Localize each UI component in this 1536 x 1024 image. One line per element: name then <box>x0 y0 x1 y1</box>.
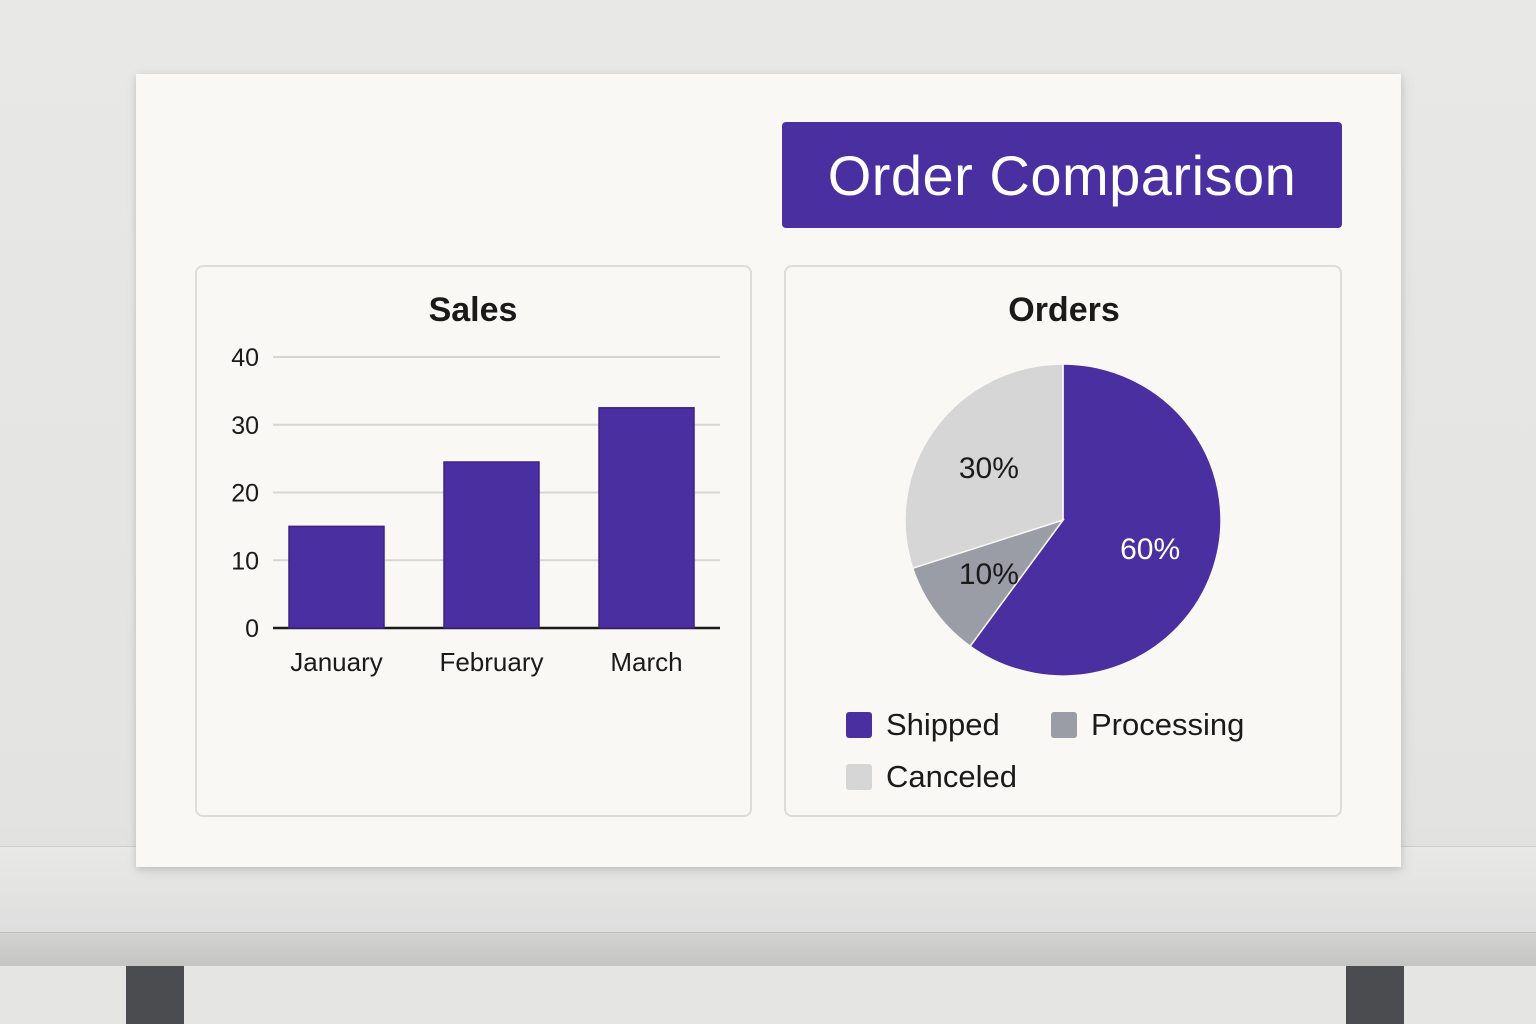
pie-label-shipped: 60% <box>1120 533 1180 566</box>
sales-x-axis: January February March <box>290 647 682 677</box>
title-banner: Order Comparison <box>782 122 1342 228</box>
legend-item-canceled: Canceled <box>846 759 1051 795</box>
y-tick-label: 20 <box>231 480 259 508</box>
orders-legend: Shipped Processing Canceled <box>846 707 1266 795</box>
legend-label-shipped: Shipped <box>886 707 1000 742</box>
y-tick-label: 30 <box>231 412 259 440</box>
bar-february <box>443 461 540 629</box>
pie-slice-canceled <box>904 363 1064 570</box>
shelf-leg-right <box>1346 966 1404 1024</box>
page-title: Order Comparison <box>827 143 1297 207</box>
sales-chart-title: Sales <box>429 291 518 329</box>
orders-pie-labels: 60% 10% 30% <box>959 452 1180 591</box>
x-tick-label: March <box>610 647 682 677</box>
pie-slice-shipped <box>969 363 1222 677</box>
pie-label-canceled: 30% <box>959 452 1019 485</box>
y-tick-label: 10 <box>231 547 259 575</box>
legend-swatch-canceled <box>846 764 872 790</box>
bar-january <box>288 525 385 629</box>
orders-chart-panel: Orders 60% 10% 30% Shipped Processing Canc… <box>784 265 1342 817</box>
sales-chart-panel: Sales 0 10 20 30 40 January February March <box>195 265 752 817</box>
legend-label-processing: Processing <box>1091 707 1245 742</box>
floor-area <box>0 966 1536 1024</box>
shelf-front <box>0 932 1536 967</box>
x-tick-label: February <box>439 647 543 677</box>
y-tick-label: 0 <box>245 615 259 643</box>
sales-bars <box>288 407 695 629</box>
y-tick-label: 40 <box>231 344 259 372</box>
legend-swatch-processing <box>1051 712 1077 738</box>
sales-bar-chart: Sales 0 10 20 30 40 January February March <box>231 291 720 677</box>
orders-chart-title: Orders <box>1008 291 1120 329</box>
x-tick-label: January <box>290 647 383 677</box>
legend-item-shipped: Shipped <box>846 707 1051 743</box>
shelf-leg-left <box>126 966 184 1024</box>
bar-march <box>598 407 695 629</box>
legend-swatch-shipped <box>846 712 872 738</box>
legend-item-processing: Processing <box>1051 707 1256 743</box>
pie-label-processing: 10% <box>959 558 1019 591</box>
orders-pie-slices <box>904 363 1222 677</box>
pie-slice-processing <box>911 518 1065 648</box>
orders-pie-chart: Orders 60% 10% 30% <box>904 291 1222 677</box>
legend-label-canceled: Canceled <box>886 759 1017 794</box>
